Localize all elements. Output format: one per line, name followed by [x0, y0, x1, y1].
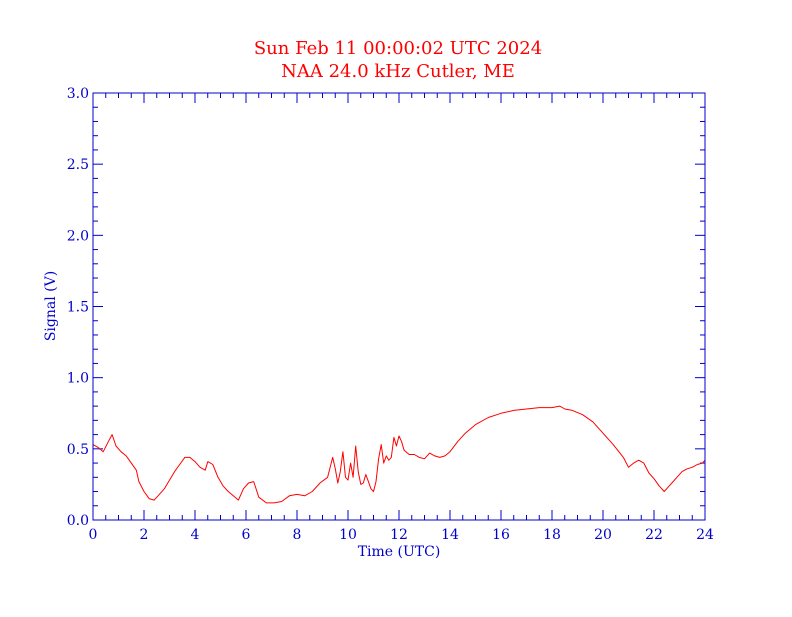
- x-tick-label: 0: [89, 527, 98, 543]
- y-tick-label: 0.5: [67, 442, 89, 458]
- x-tick-label: 12: [390, 527, 408, 543]
- plot-frame: [92, 92, 706, 521]
- y-tick-label: 2.0: [67, 228, 89, 244]
- chart-subtitle: NAA 24.0 kHz Cutler, ME: [281, 61, 515, 82]
- x-tick-label: 10: [339, 527, 357, 543]
- y-tick-label: 1.0: [67, 371, 89, 387]
- x-tick-label: 2: [140, 527, 149, 543]
- y-tick-label: 1.5: [67, 300, 89, 316]
- y-axis-label: Signal (V): [43, 271, 59, 341]
- y-tick-label: 0.0: [67, 513, 89, 529]
- series-layer: [92, 405, 706, 504]
- x-tick-label: 22: [645, 527, 663, 543]
- x-tick-label: 18: [543, 527, 561, 543]
- x-tick-label: 14: [441, 527, 459, 543]
- y-tick-label: 2.5: [67, 157, 89, 173]
- x-tick-label: 6: [242, 527, 251, 543]
- y-tick-label: 3.0: [67, 86, 89, 102]
- x-tick-label: 20: [594, 527, 612, 543]
- x-tick-label: 16: [492, 527, 510, 543]
- x-tick-label: 4: [191, 527, 200, 543]
- tick-layer: [92, 92, 706, 521]
- chart-title: Sun Feb 11 00:00:02 UTC 2024: [254, 38, 542, 59]
- tick-label-layer: 0 2 4 6 8 10 12 14 16 18 20 22 240.00.51.01.52.02.53…: [67, 86, 714, 543]
- x-tick-label: 8: [293, 527, 302, 543]
- x-tick-label: 24: [696, 527, 714, 543]
- x-axis-label: Time (UTC): [358, 544, 441, 560]
- signal-series-line: [92, 405, 706, 504]
